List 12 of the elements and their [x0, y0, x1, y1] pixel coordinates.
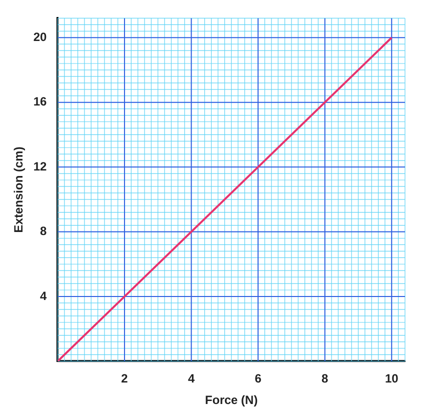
y-axis-title: Extension (cm) — [12, 146, 26, 233]
y-tick-label: 20 — [33, 30, 48, 44]
y-tick-label: 8 — [40, 224, 48, 238]
x-tick-label: 2 — [121, 372, 128, 386]
y-tick-label: 4 — [40, 288, 48, 303]
x-tick-label: 8 — [322, 372, 329, 386]
x-tick-label: 6 — [254, 372, 262, 386]
y-tick-label: 16 — [33, 94, 48, 109]
x-tick-label: 10 — [384, 372, 399, 386]
x-tick-label: 4 — [188, 372, 195, 386]
y-tick-label: 12 — [33, 159, 48, 174]
x-axis-title: Force (N) — [205, 393, 258, 408]
